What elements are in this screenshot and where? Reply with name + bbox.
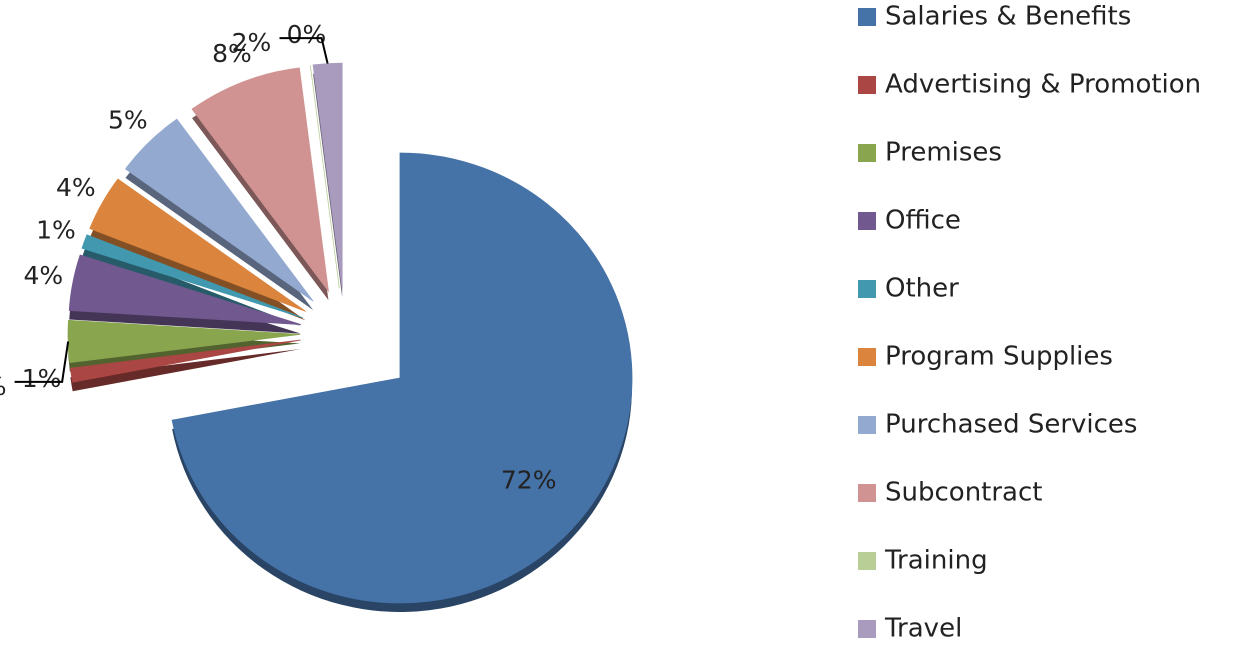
legend-label: Other xyxy=(885,274,959,304)
slice xyxy=(81,234,303,319)
slice xyxy=(68,254,301,325)
legend-label: Training xyxy=(884,546,988,576)
data-label: 72% xyxy=(501,465,557,494)
legend-label: Purchased Services xyxy=(885,410,1137,440)
slice xyxy=(171,152,633,604)
legend-label: Advertising & Promotion xyxy=(885,70,1201,100)
legend-label: Salaries & Benefits xyxy=(885,2,1131,32)
data-label: 8% xyxy=(212,39,252,68)
data-label: 4% xyxy=(56,173,96,202)
legend-swatch xyxy=(858,620,876,638)
slice xyxy=(191,67,330,293)
data-label: 2% xyxy=(232,28,272,57)
leader-line xyxy=(279,37,329,64)
legend-swatch xyxy=(858,280,876,298)
data-label: 5% xyxy=(108,105,148,134)
legend-swatch xyxy=(858,76,876,94)
data-label: 1% xyxy=(22,364,62,393)
legend-swatch xyxy=(858,8,876,26)
slice xyxy=(67,319,301,364)
slice xyxy=(89,178,306,312)
legend-swatch xyxy=(858,484,876,502)
legend-swatch xyxy=(858,212,876,230)
legend-label: Office xyxy=(885,206,961,236)
slice xyxy=(309,65,340,289)
data-label: 3% xyxy=(0,372,6,401)
legend-swatch xyxy=(858,416,876,434)
data-label: 0% xyxy=(287,20,327,49)
legend-swatch xyxy=(858,348,876,366)
legend-label: Subcontract xyxy=(885,478,1042,508)
legend-swatch xyxy=(858,552,876,570)
slice xyxy=(124,118,314,302)
data-label: 4% xyxy=(23,261,63,290)
leader-line xyxy=(14,341,70,383)
legend-label: Program Supplies xyxy=(885,342,1113,372)
legend-label: Premises xyxy=(885,138,1002,168)
slice-side xyxy=(70,349,301,392)
slice xyxy=(69,339,301,383)
legend-label: Travel xyxy=(884,614,962,644)
legend-swatch xyxy=(858,144,876,162)
data-label: 1% xyxy=(36,216,76,245)
